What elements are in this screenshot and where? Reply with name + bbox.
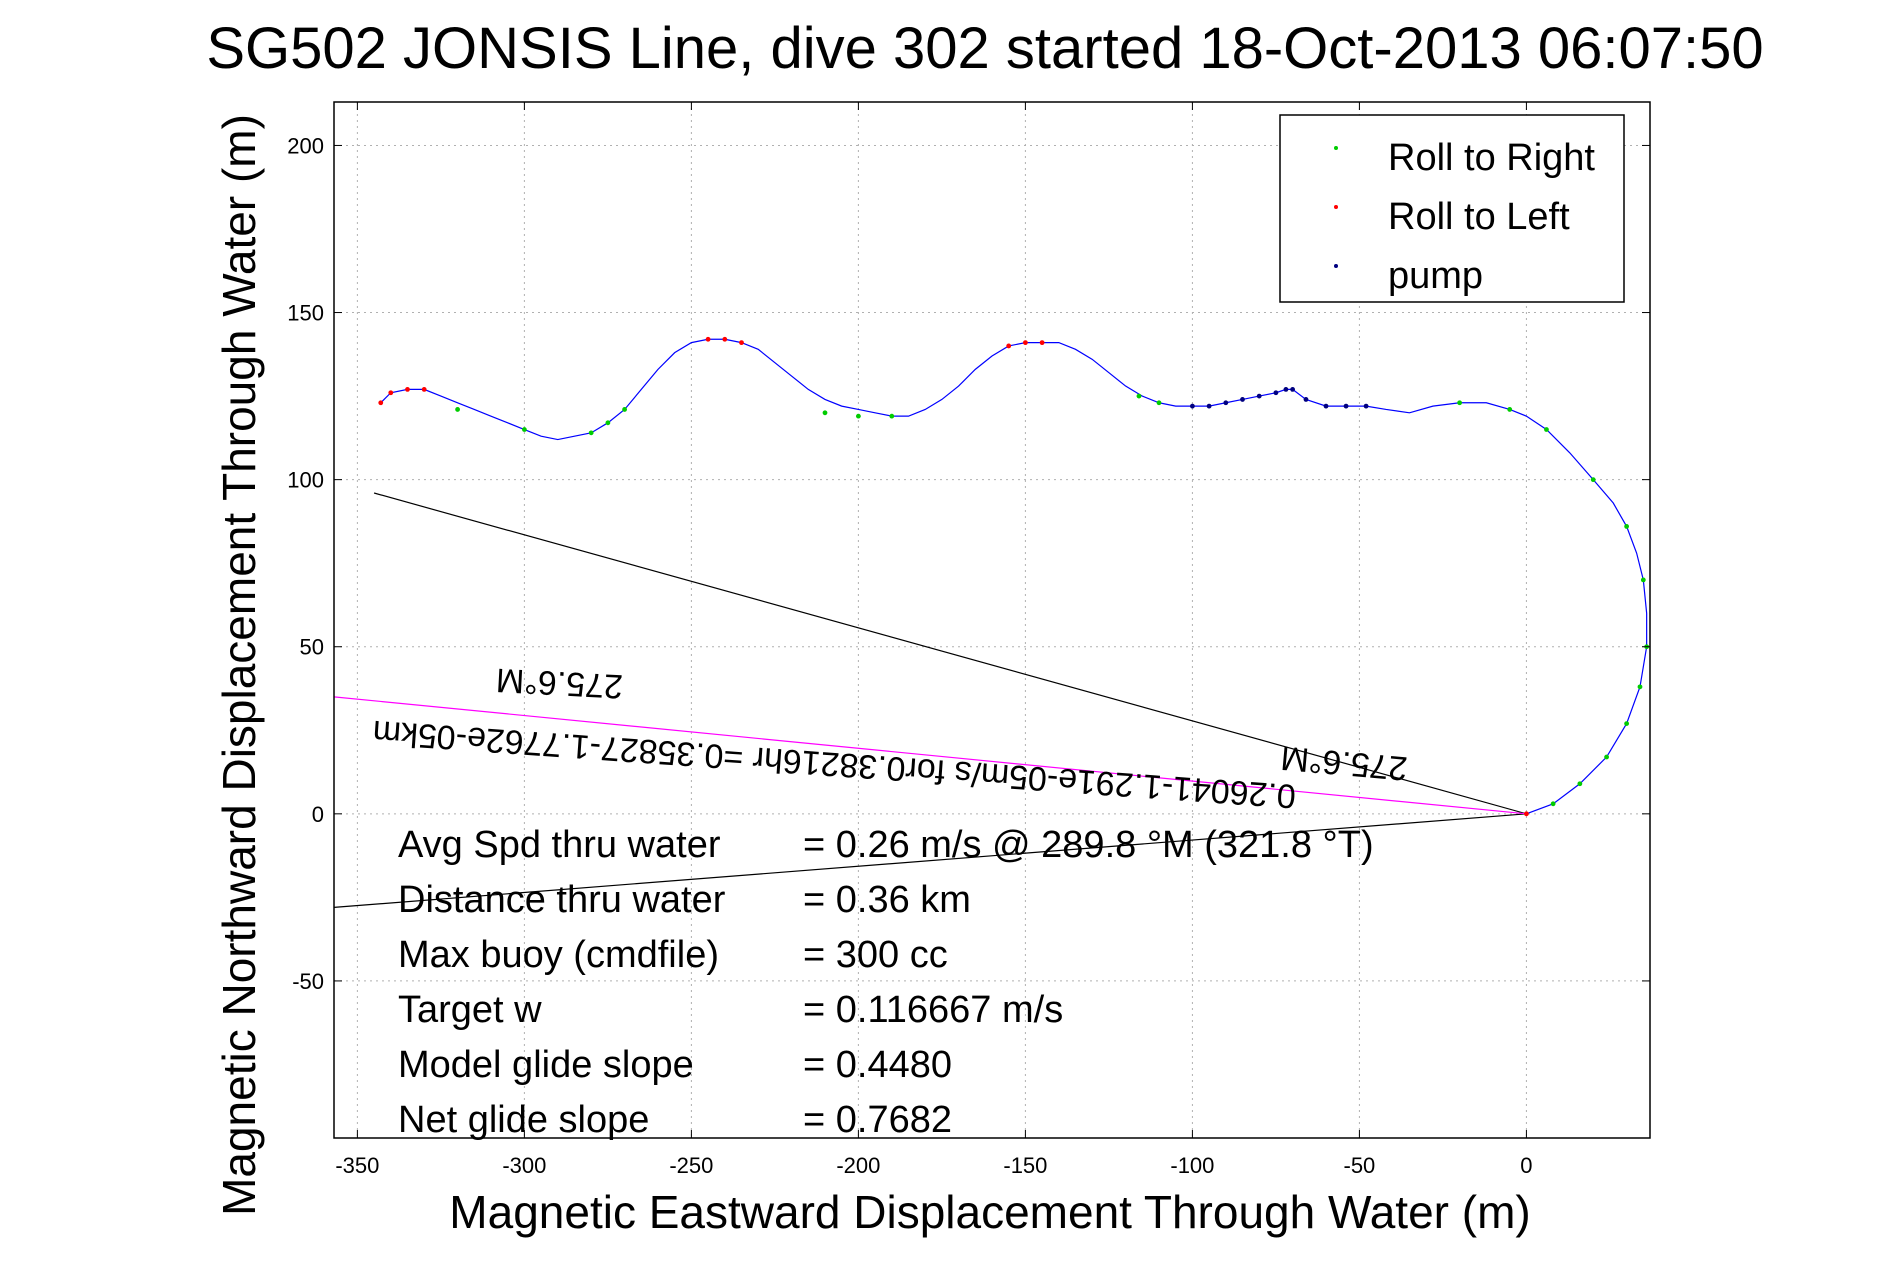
x-tick-label: -350 — [335, 1153, 379, 1178]
x-tick-label: -150 — [1003, 1153, 1047, 1178]
y-axis-label: Magnetic Northward Displacement Through … — [213, 114, 265, 1216]
roll-left-point — [1023, 340, 1028, 346]
heading-guide-line — [333, 813, 1527, 909]
info-value-max-buoy: = 300 cc — [803, 934, 948, 976]
heading-annotation-far: 275.6°M — [495, 661, 624, 706]
roll-right-point — [822, 410, 828, 416]
distance-annotation: 0.26041-1.291e-05m/s for0.38216hr =0.358… — [371, 713, 1297, 815]
info-label-net-glide: Net glide slope — [398, 1099, 649, 1141]
info-label-target-w: Target w — [398, 989, 542, 1031]
roll-left-point — [1039, 340, 1045, 346]
info-value-model-glide: = 0.4480 — [803, 1044, 952, 1086]
info-value-net-glide: = 0.7682 — [803, 1099, 952, 1141]
info-value-avg-speed: = 0.26 m/s @ 289.8 °M (321.8 °T) — [803, 824, 1374, 866]
legend: Roll to Right Roll to Left pump — [1279, 114, 1625, 303]
roll-right-point — [1604, 754, 1609, 760]
legend-marker-pump — [1334, 264, 1338, 268]
pump-point — [1240, 397, 1245, 402]
info-label-max-buoy: Max buoy (cmdfile) — [398, 934, 719, 976]
series — [378, 336, 1650, 817]
info-label-avg-speed: Avg Spd thru water — [398, 824, 721, 866]
roll-right-point — [1136, 393, 1142, 399]
y-tick-label: -50 — [292, 969, 324, 994]
pump-point — [1343, 403, 1349, 409]
roll-right-point — [1640, 577, 1646, 583]
x-tick-label: 0 — [1520, 1153, 1532, 1178]
roll-right-point — [855, 413, 861, 419]
roll-left-point — [378, 400, 384, 406]
legend-marker-roll-right — [1334, 146, 1338, 150]
roll-right-point — [1507, 407, 1513, 412]
grid — [334, 102, 1650, 1138]
roll-left-point — [722, 336, 728, 342]
heading-annotation-near: 275.6°M — [1279, 738, 1409, 787]
roll-left-point — [739, 340, 744, 346]
y-tick-label: 200 — [287, 133, 324, 158]
x-axis-label: Magnetic Eastward Displacement Through W… — [449, 1186, 1530, 1238]
x-tick-label: -100 — [1170, 1153, 1214, 1178]
pump-point — [1303, 397, 1309, 402]
roll-right-point — [1637, 684, 1643, 690]
pump-point — [1256, 393, 1262, 399]
pump-point — [1323, 403, 1329, 409]
roll-right-point — [889, 413, 895, 419]
info-label-distance: Distance thru water — [398, 879, 726, 921]
roll-right-point — [622, 407, 627, 412]
roll-left-point — [421, 387, 427, 392]
legend-pump: pump — [1388, 255, 1483, 297]
heading-guide-line — [373, 492, 1527, 815]
info-value-distance: = 0.36 km — [803, 879, 971, 921]
ticks: -350 -300 -250 -200 -150 -100 -50 0 -50 0 50 100 150… — [287, 102, 1650, 1178]
roll-left-point — [705, 336, 711, 342]
roll-right-point — [1544, 427, 1549, 432]
roll-right-point — [1590, 477, 1596, 483]
y-tick-label: 100 — [287, 468, 324, 493]
roll-right-point — [1624, 524, 1630, 529]
pump-point — [1363, 403, 1369, 409]
info-box: Avg Spd thru water = 0.26 m/s @ 289.8 °M… — [398, 824, 1374, 1141]
roll-right-point — [1156, 400, 1162, 406]
y-tick-label: 150 — [287, 301, 324, 326]
x-tick-label: -200 — [836, 1153, 880, 1178]
roll-right-point — [605, 420, 611, 426]
legend-box — [1279, 114, 1625, 303]
roll-right-point — [1577, 781, 1583, 787]
roll-left-point — [1524, 811, 1529, 817]
net-displacement-line — [333, 696, 1527, 815]
roll-right-point — [521, 427, 527, 432]
roll-left-point — [1006, 343, 1012, 349]
x-tick-label: -300 — [502, 1153, 546, 1178]
roll-left-point — [388, 390, 394, 396]
roll-right-point — [588, 430, 594, 436]
info-value-target-w: = 0.116667 m/s — [803, 989, 1063, 1031]
pump-point — [1190, 403, 1195, 409]
y-tick-label: 0 — [312, 802, 324, 827]
pump-point — [1223, 400, 1229, 406]
legend-roll-left: Roll to Left — [1388, 196, 1570, 238]
roll-left-point — [405, 387, 410, 392]
roll-right-point — [1457, 400, 1463, 406]
y-tick-label: 50 — [300, 635, 324, 660]
pump-point — [1206, 403, 1212, 409]
x-tick-label: -250 — [669, 1153, 713, 1178]
legend-roll-right: Roll to Right — [1388, 137, 1595, 179]
pump-point — [1290, 387, 1296, 392]
x-tick-label: -50 — [1344, 1153, 1376, 1178]
plot-area — [333, 101, 1651, 1139]
pump-point — [1283, 387, 1289, 392]
info-label-model-glide: Model glide slope — [398, 1044, 694, 1086]
roll-right-point — [1550, 801, 1556, 807]
roll-right-point — [455, 407, 460, 412]
roll-right-point — [1624, 721, 1630, 726]
chart-title: SG502 JONSIS Line, dive 302 started 18-O… — [206, 16, 1763, 81]
legend-marker-roll-left — [1334, 205, 1338, 209]
guide-lines — [333, 492, 1527, 909]
track-line — [380, 338, 1648, 815]
pump-point — [1273, 390, 1279, 396]
